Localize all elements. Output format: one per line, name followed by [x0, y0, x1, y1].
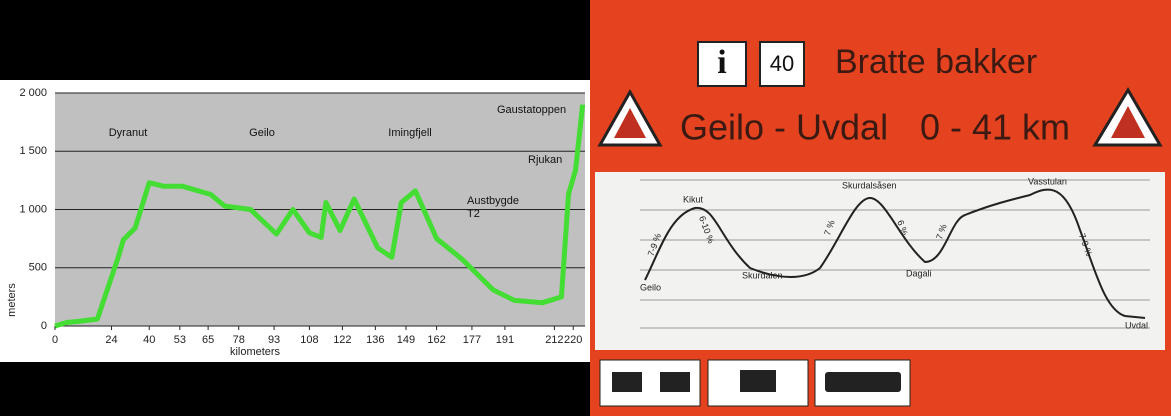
annotation: Dyranut [109, 127, 148, 139]
x-tick-label: 212 [545, 334, 563, 346]
truck-icon [660, 372, 690, 392]
x-tick-label: 65 [202, 334, 214, 346]
place-label: Skurdalsåsen [842, 180, 897, 190]
x-tick-label: 93 [268, 334, 280, 346]
place-label: Geilo [640, 282, 661, 292]
annotation: Geilo [249, 127, 275, 139]
x-tick-label: 136 [366, 334, 384, 346]
x-tick-label: 149 [397, 334, 415, 346]
sign-distance: 0 - 41 km [920, 107, 1070, 148]
info-icon: i [717, 44, 726, 81]
truck-icon [612, 372, 642, 392]
van-icon [740, 370, 776, 392]
sign-title: Bratte bakker [835, 43, 1037, 81]
x-tick-label: 220 [564, 334, 582, 346]
place-label: Uvdal [1125, 320, 1148, 330]
x-tick-label: 78 [233, 334, 245, 346]
x-tick-label: 191 [496, 334, 514, 346]
annotation: Austbygde [467, 195, 519, 207]
x-tick-label: 122 [333, 334, 351, 346]
profile-board [595, 172, 1165, 350]
bus-icon [825, 372, 901, 392]
page: 0 500 1 000 1 500 2 000 0 24 40 53 65 78 93 108 122 13… [0, 0, 1171, 416]
y-tick-label: 500 [29, 262, 47, 274]
x-tick-label: 40 [143, 334, 155, 346]
x-tick-label: 53 [174, 334, 186, 346]
place-label: Vasstulan [1028, 176, 1067, 186]
x-tick-label: 0 [52, 334, 58, 346]
y-tick-label: 1 500 [19, 145, 47, 157]
x-tick-label: 24 [105, 334, 117, 346]
x-tick-label: 108 [300, 334, 318, 346]
place-label: Skurdalen [742, 270, 783, 280]
x-axis-label: kilometers [230, 346, 281, 358]
place-label: Dagali [906, 268, 932, 278]
y-tick-label: 0 [41, 320, 47, 332]
annotation: Gaustatoppen [497, 104, 566, 116]
speed-limit: 40 [770, 51, 794, 76]
place-label: Kikut [683, 194, 704, 204]
annotation: T2 [467, 208, 480, 220]
x-tick-label: 177 [463, 334, 481, 346]
y-axis-label: meters [6, 283, 18, 317]
y-tick-label: 1 000 [19, 203, 47, 215]
y-tick-label: 2 000 [19, 87, 47, 99]
x-tick-label: 162 [427, 334, 445, 346]
annotation: Imingfjell [388, 127, 431, 139]
sign-route: Geilo - Uvdal [680, 107, 888, 148]
annotation: Rjukan [528, 154, 562, 166]
